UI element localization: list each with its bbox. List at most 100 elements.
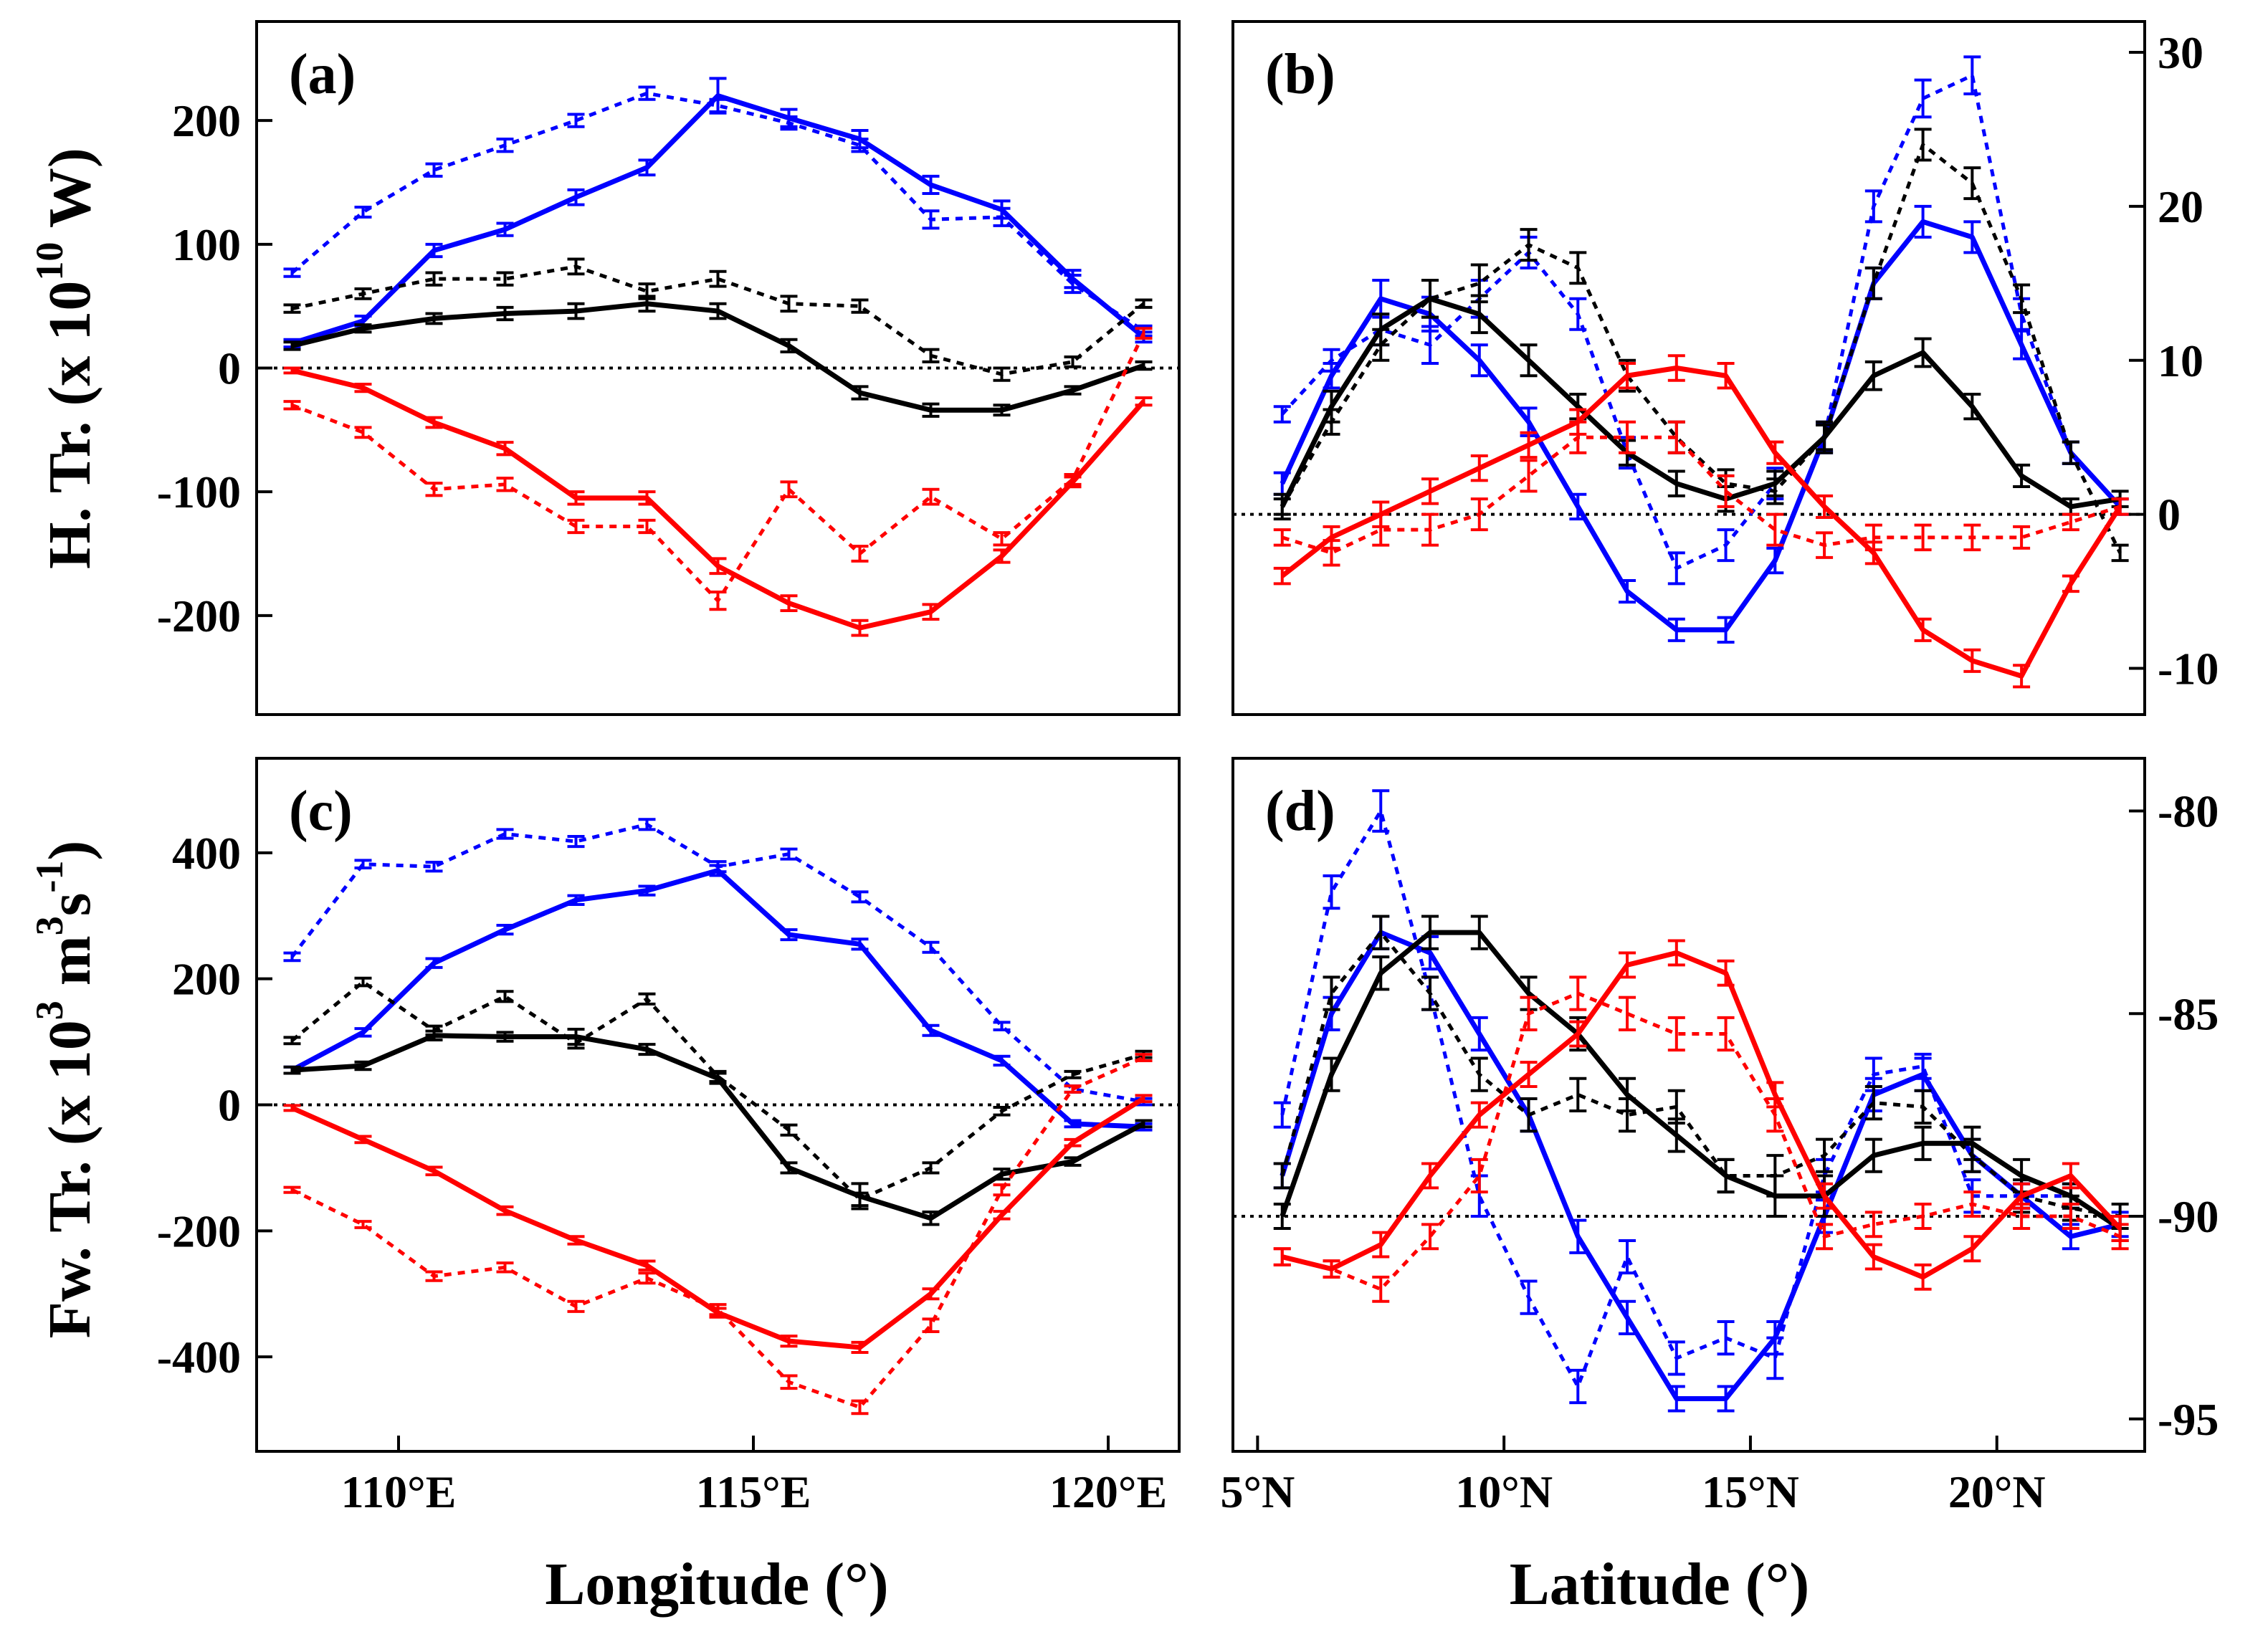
error-bar	[1064, 1156, 1082, 1167]
error-bar	[354, 287, 372, 300]
error-bar	[851, 138, 869, 153]
plot-frame	[1231, 757, 2146, 1453]
y-tick-label: 0	[218, 1080, 241, 1131]
error-bar	[1717, 616, 1735, 644]
error-bar	[1914, 523, 1932, 552]
error-bar	[1816, 494, 1834, 519]
error-bar	[1963, 220, 1981, 254]
error-bar	[1273, 1162, 1291, 1190]
error-bar	[425, 312, 443, 325]
y-tick-label: 0	[2158, 490, 2181, 540]
error-bar	[1421, 1223, 1439, 1251]
error-bar	[496, 441, 514, 457]
error-bar	[1323, 874, 1340, 910]
error-bar	[638, 518, 656, 535]
series-line-black-dotted	[1280, 930, 2121, 1218]
error-bar	[1667, 1385, 1685, 1413]
series-line-red-solid	[1280, 366, 2122, 679]
error-bar	[2062, 1162, 2079, 1190]
panel-label: (b)	[1265, 43, 1335, 106]
y-tick-label: 0	[218, 343, 241, 394]
panel-b: -10 0 10 20 30 (b)	[1231, 20, 2219, 716]
error-bar	[1816, 1223, 1834, 1251]
y-tick-label: 10	[2158, 335, 2203, 386]
error-bar	[2013, 283, 2031, 315]
error-bar	[1569, 251, 1587, 285]
error-bar	[1135, 360, 1153, 371]
error-bar	[993, 1168, 1011, 1181]
error-bar	[1766, 512, 1784, 547]
error-bar	[1717, 1157, 1735, 1194]
error-bar	[496, 138, 514, 153]
error-bar	[354, 382, 372, 393]
x-tick-label: 120°E	[1049, 1466, 1167, 1517]
error-bar	[851, 619, 869, 637]
error-bar	[1470, 497, 1488, 532]
plot-frame	[1231, 20, 2146, 716]
error-bar	[1569, 1368, 1587, 1405]
error-bar	[993, 404, 1011, 417]
y-tick-label: -85	[2158, 988, 2219, 1039]
error-bar	[1963, 393, 1981, 421]
error-bar	[922, 348, 940, 363]
error-bar	[922, 174, 940, 196]
error-bar	[1421, 279, 1439, 319]
error-bar	[1064, 273, 1082, 295]
error-bar	[1064, 473, 1082, 486]
error-bar	[1667, 1016, 1685, 1052]
panels: -200-1000100200(a)-100102030(b)-400-2000…	[157, 20, 2219, 1517]
error-bar	[993, 1106, 1011, 1117]
error-bar	[1914, 617, 1932, 642]
series-line-red-solid	[1281, 950, 2122, 1280]
error-bar	[1323, 348, 1340, 373]
error-bar	[1372, 512, 1390, 547]
error-bar	[638, 818, 656, 831]
error-bar	[2062, 440, 2079, 465]
error-bar	[1421, 915, 1439, 950]
error-bar	[283, 303, 301, 314]
error-bar	[780, 295, 798, 313]
error-bar	[1717, 528, 1735, 563]
error-bar	[1816, 420, 1834, 454]
error-bar	[1766, 477, 1784, 505]
y-tick-label: -80	[2158, 786, 2219, 837]
panel-label: (c)	[289, 780, 353, 843]
error-bar	[283, 1065, 301, 1075]
error-bar	[496, 1261, 514, 1274]
error-bar	[1766, 1097, 1784, 1133]
error-bar	[993, 1183, 1011, 1197]
error-bar	[1273, 1247, 1291, 1266]
error-bar	[1963, 55, 1981, 95]
error-bar	[1667, 1089, 1685, 1125]
panel-a: -200 -100 0 100 200 (a)	[157, 20, 1181, 716]
error-bar	[1914, 204, 1932, 239]
x-tick-label: 5°N	[1220, 1466, 1295, 1517]
error-bar	[1914, 1203, 1932, 1230]
error-bar	[1135, 298, 1153, 309]
error-bar	[780, 1335, 798, 1348]
error-bar	[1816, 531, 1834, 559]
error-bar	[1619, 362, 1636, 390]
error-bar	[1667, 617, 1685, 642]
x-tick-label: 15°N	[1702, 1466, 1799, 1517]
error-bar	[354, 1135, 372, 1145]
error-bar	[1273, 528, 1291, 547]
error-bar	[1914, 1125, 1932, 1161]
error-bar	[638, 490, 656, 506]
error-bar	[709, 1303, 727, 1317]
error-bar	[496, 1031, 514, 1043]
y-tick-label: -100	[157, 467, 241, 517]
error-bar	[922, 1161, 940, 1175]
error-bar	[1914, 1089, 1932, 1125]
error-bar	[780, 480, 798, 499]
error-bar	[496, 271, 514, 287]
error-bar	[993, 1021, 1011, 1031]
error-bar	[567, 188, 585, 206]
error-bar	[993, 206, 1011, 227]
error-bar	[283, 1104, 301, 1112]
error-bar	[567, 257, 585, 276]
error-bar	[1864, 1137, 1882, 1173]
error-bar	[1717, 1016, 1735, 1052]
error-bar	[425, 242, 443, 259]
error-bar	[1421, 512, 1439, 547]
